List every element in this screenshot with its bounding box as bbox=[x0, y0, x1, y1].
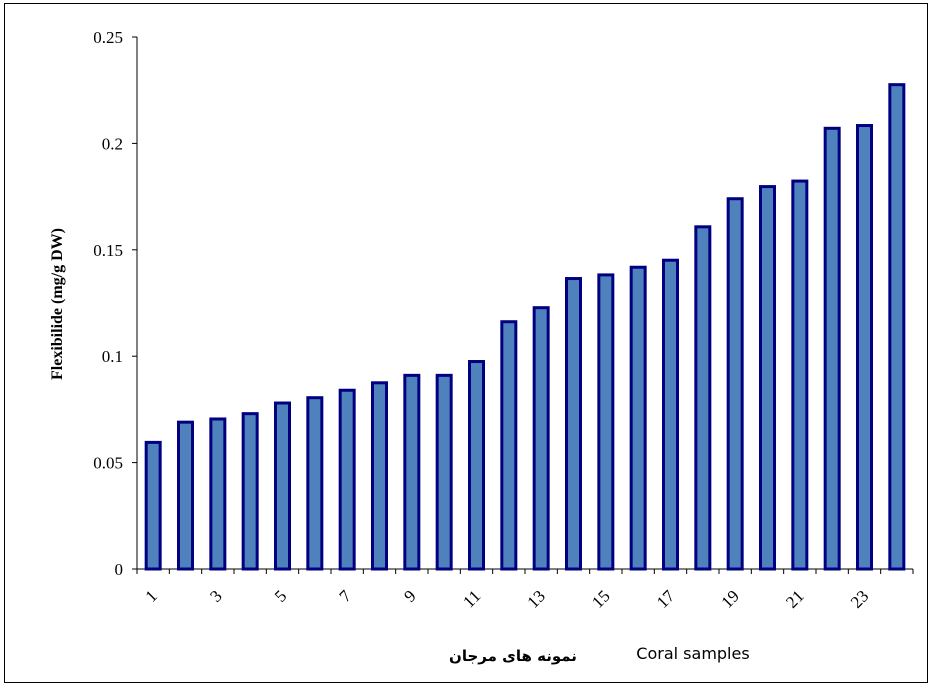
y-ticks: 0 0.05 0.1 0.15 0.2 0.25 bbox=[93, 28, 137, 579]
x-tick-label: 13 bbox=[524, 586, 549, 611]
x-axis-label: Coral samples bbox=[636, 644, 749, 663]
bar-sample-8 bbox=[371, 381, 388, 571]
bar-sample-16 bbox=[629, 265, 647, 571]
bar-sample-14 bbox=[565, 277, 582, 571]
bar-sample-5 bbox=[274, 401, 291, 571]
bar-sample-24 bbox=[888, 83, 906, 571]
x-tick-label: 17 bbox=[653, 586, 679, 612]
x-tick-label: 7 bbox=[336, 586, 356, 606]
bar-sample-2 bbox=[177, 420, 194, 571]
x-tick-label: 11 bbox=[459, 586, 484, 611]
bar-sample-23 bbox=[856, 124, 873, 571]
bar-sample-12 bbox=[500, 320, 518, 571]
x-tick-label: 3 bbox=[206, 586, 225, 605]
y-tick-label: 0.2 bbox=[102, 134, 123, 153]
x-tick-label: 15 bbox=[588, 586, 613, 611]
bar-sample-19 bbox=[726, 197, 744, 571]
bar-sample-18 bbox=[694, 225, 712, 571]
bar-sample-13 bbox=[532, 306, 550, 571]
bar-sample-3 bbox=[209, 417, 227, 571]
x-tick-label: 9 bbox=[400, 586, 419, 605]
x-ticks: 1 3 5 7 9 11 13 15 17 19 21 23 bbox=[136, 569, 914, 612]
bar-sample-21 bbox=[791, 179, 809, 571]
bar-sample-11 bbox=[468, 360, 485, 571]
x-tick-label: 19 bbox=[718, 586, 743, 611]
y-tick-label: 0.1 bbox=[102, 347, 123, 366]
bar-sample-10 bbox=[435, 373, 453, 571]
bar-sample-22 bbox=[823, 126, 841, 571]
y-tick-label: 0.15 bbox=[93, 241, 123, 260]
bar-sample-1 bbox=[144, 440, 162, 571]
y-tick-label: 0.25 bbox=[93, 28, 123, 47]
bar-sample-7 bbox=[338, 388, 356, 571]
y-tick-label: 0.05 bbox=[93, 454, 123, 473]
x-tick-label: 5 bbox=[271, 586, 290, 605]
bar-sample-9 bbox=[403, 373, 421, 571]
bar-sample-17 bbox=[662, 258, 679, 571]
y-axis-label: Flexibilide (mg/g DW) bbox=[49, 228, 66, 380]
x-axis-label-persian: نمونه های مرجان bbox=[449, 647, 577, 665]
bars bbox=[144, 83, 906, 571]
bar-sample-4 bbox=[241, 412, 259, 571]
bar-sample-20 bbox=[759, 185, 776, 571]
x-tick-label: 1 bbox=[142, 586, 161, 605]
bar-sample-15 bbox=[597, 273, 615, 571]
bar-sample-6 bbox=[306, 396, 324, 571]
y-tick-label: 0 bbox=[115, 560, 124, 579]
x-tick-label: 23 bbox=[847, 586, 872, 611]
x-tick-label: 21 bbox=[782, 586, 807, 611]
